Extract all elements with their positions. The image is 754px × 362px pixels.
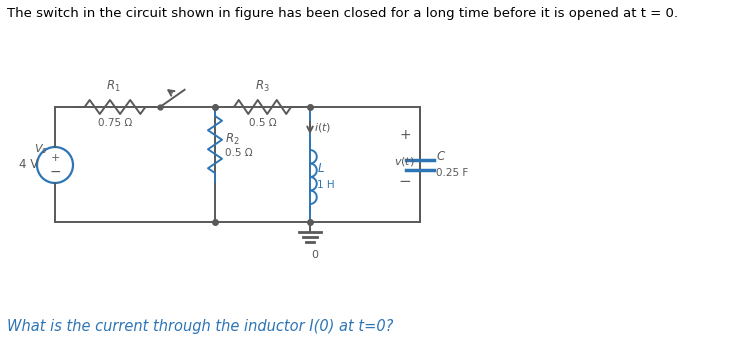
Text: 0.75 Ω: 0.75 Ω xyxy=(98,118,132,128)
Text: $R_3$: $R_3$ xyxy=(255,79,270,94)
Text: +: + xyxy=(399,128,411,142)
Text: 4 V: 4 V xyxy=(19,157,38,171)
Text: The switch in the circuit shown in figure has been closed for a long time before: The switch in the circuit shown in figur… xyxy=(7,7,678,20)
Text: −: − xyxy=(399,174,412,189)
Text: −: − xyxy=(49,165,61,179)
Text: 0.25 F: 0.25 F xyxy=(436,168,468,177)
Text: What is the current through the inductor I(0) at t=0?: What is the current through the inductor… xyxy=(7,319,394,334)
Text: +: + xyxy=(51,153,60,163)
Text: 0.5 Ω: 0.5 Ω xyxy=(225,148,253,159)
Text: 0.5 Ω: 0.5 Ω xyxy=(249,118,276,128)
Text: $C$: $C$ xyxy=(436,150,446,163)
Text: $i(t)$: $i(t)$ xyxy=(314,122,331,135)
Text: $L$: $L$ xyxy=(317,163,325,176)
Text: 0: 0 xyxy=(311,250,318,260)
Text: $R_1$: $R_1$ xyxy=(106,79,121,94)
Text: $v(t)$: $v(t)$ xyxy=(394,155,415,168)
Text: $R_2$: $R_2$ xyxy=(225,132,240,147)
Text: $V_s$: $V_s$ xyxy=(34,142,48,156)
Text: 1 H: 1 H xyxy=(317,180,335,190)
